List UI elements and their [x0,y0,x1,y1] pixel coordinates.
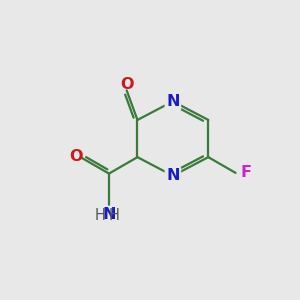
Text: O: O [69,149,83,164]
Text: F: F [241,165,252,180]
Text: H: H [109,208,120,224]
Text: N: N [102,206,116,221]
Text: N: N [166,94,180,109]
Text: H: H [94,208,105,224]
Text: O: O [120,76,134,92]
Text: N: N [166,168,180,183]
